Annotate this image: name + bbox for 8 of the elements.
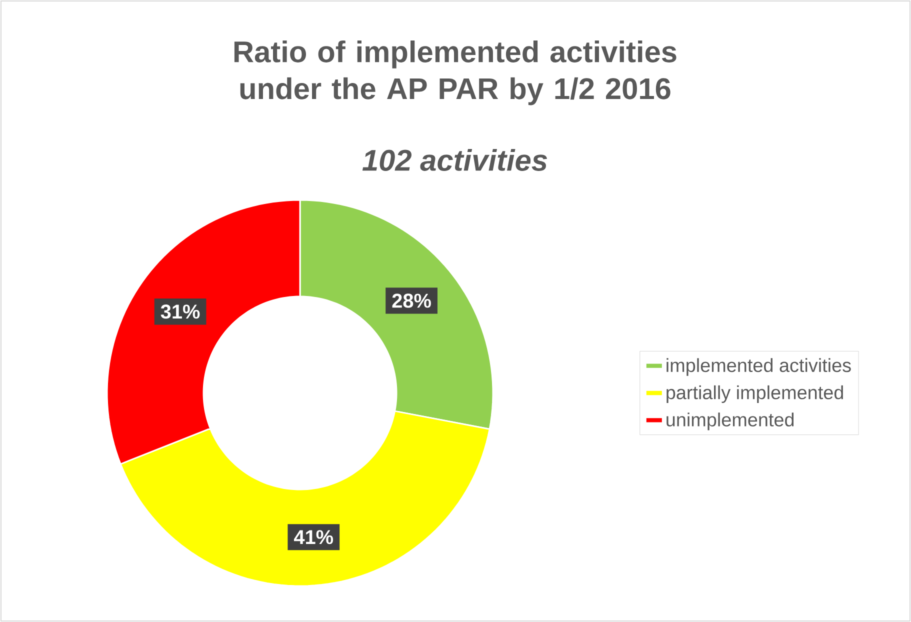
legend-label: unimplemented [666,412,794,430]
chart-title: Ratio of implemented activities under the AP PAR by 1/2 2016 [234,40,676,106]
data-label: 31% [160,304,200,319]
data-label: 28% [392,294,431,308]
chart-subtitle: 102 activities [362,149,547,171]
data-label: 41% [294,530,334,544]
legend-label: implemented activities [666,358,851,376]
legend-label: partially implemented [666,385,843,404]
